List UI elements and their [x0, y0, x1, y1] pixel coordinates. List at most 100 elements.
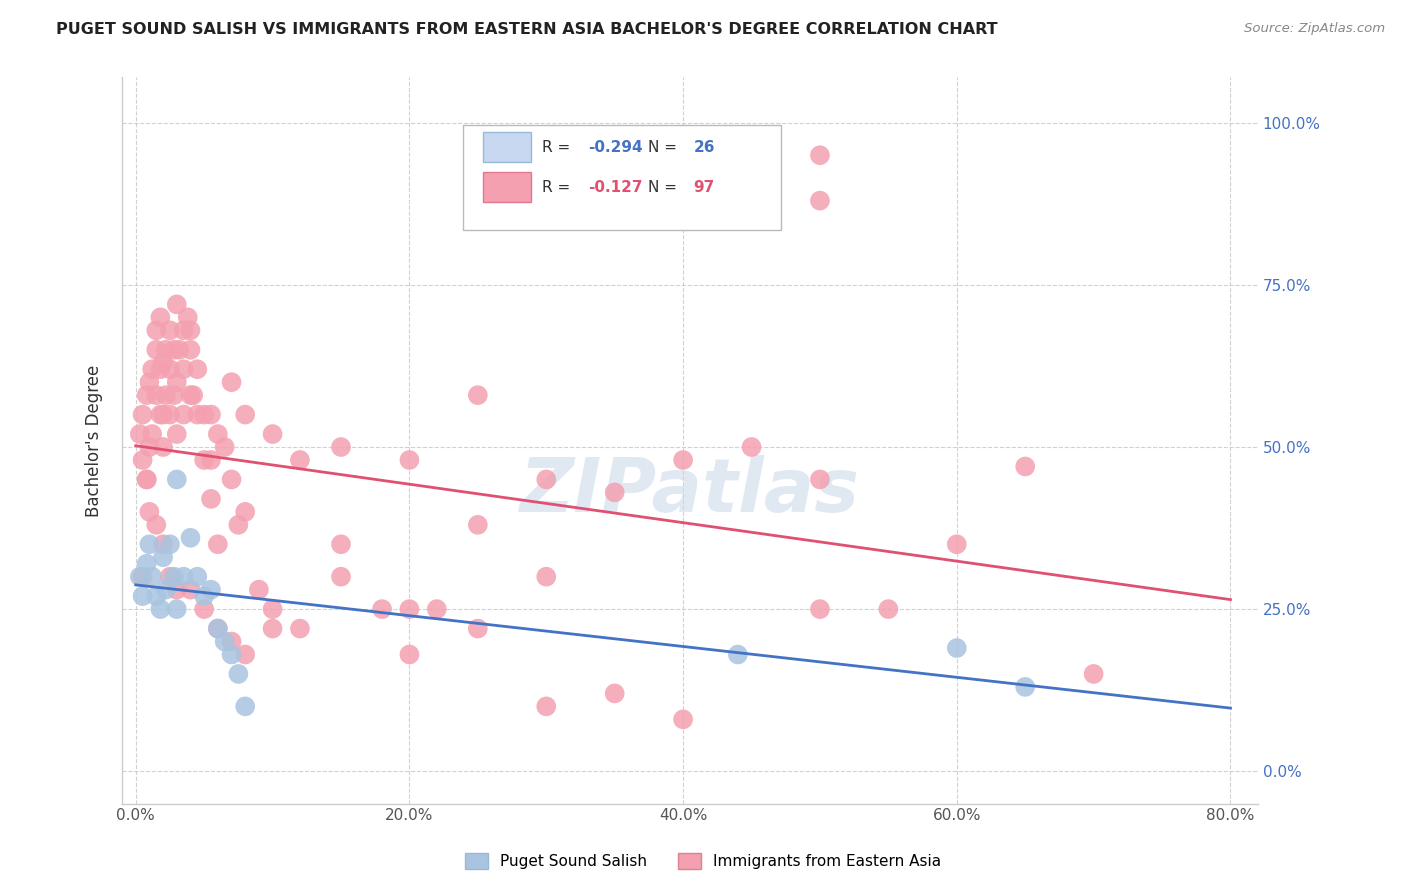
- Point: [138, 375, 160, 389]
- Point: [262, 622, 284, 636]
- Point: [163, 343, 186, 357]
- Text: -0.294: -0.294: [588, 140, 643, 154]
- Point: [159, 323, 181, 337]
- Text: -0.127: -0.127: [588, 179, 643, 194]
- Point: [155, 388, 177, 402]
- Point: [173, 323, 195, 337]
- Point: [179, 343, 201, 357]
- Point: [152, 550, 174, 565]
- Text: R =: R =: [543, 140, 575, 154]
- Point: [221, 648, 243, 662]
- Point: [138, 537, 160, 551]
- Point: [166, 427, 188, 442]
- Point: [169, 343, 191, 357]
- Point: [159, 408, 181, 422]
- Point: [262, 602, 284, 616]
- Point: [163, 388, 186, 402]
- Text: N =: N =: [648, 179, 682, 194]
- Point: [159, 362, 181, 376]
- Point: [128, 427, 150, 442]
- Point: [135, 472, 157, 486]
- Point: [186, 570, 208, 584]
- Point: [200, 408, 222, 422]
- Text: Source: ZipAtlas.com: Source: ZipAtlas.com: [1244, 22, 1385, 36]
- Point: [152, 440, 174, 454]
- Point: [946, 537, 969, 551]
- Point: [228, 517, 250, 532]
- Point: [1014, 680, 1036, 694]
- Point: [603, 686, 626, 700]
- Point: [808, 148, 831, 162]
- Point: [193, 589, 215, 603]
- Point: [145, 589, 167, 603]
- Point: [288, 622, 311, 636]
- Point: [467, 517, 489, 532]
- Point: [149, 310, 172, 325]
- Point: [233, 408, 256, 422]
- Point: [330, 440, 353, 454]
- Point: [128, 570, 150, 584]
- Point: [741, 440, 763, 454]
- Point: [727, 648, 749, 662]
- Point: [536, 472, 558, 486]
- Point: [371, 602, 394, 616]
- Point: [233, 505, 256, 519]
- Point: [159, 537, 181, 551]
- Point: [808, 602, 831, 616]
- Text: 97: 97: [693, 179, 714, 194]
- Text: N =: N =: [648, 140, 682, 154]
- Point: [135, 557, 157, 571]
- Point: [214, 634, 236, 648]
- Point: [330, 570, 353, 584]
- Point: [149, 362, 172, 376]
- Point: [166, 472, 188, 486]
- Point: [166, 297, 188, 311]
- Point: [145, 343, 167, 357]
- Point: [247, 582, 270, 597]
- Point: [288, 453, 311, 467]
- Point: [330, 537, 353, 551]
- Point: [145, 388, 167, 402]
- Point: [672, 712, 695, 726]
- Point: [467, 622, 489, 636]
- Point: [141, 570, 163, 584]
- Point: [1014, 459, 1036, 474]
- Point: [155, 582, 177, 597]
- Point: [138, 505, 160, 519]
- Point: [398, 453, 420, 467]
- FancyBboxPatch shape: [484, 172, 531, 202]
- Point: [131, 589, 153, 603]
- Point: [166, 375, 188, 389]
- Point: [672, 453, 695, 467]
- Point: [603, 485, 626, 500]
- Point: [152, 537, 174, 551]
- Point: [214, 440, 236, 454]
- Point: [149, 602, 172, 616]
- Point: [166, 582, 188, 597]
- Point: [173, 362, 195, 376]
- Legend: Puget Sound Salish, Immigrants from Eastern Asia: Puget Sound Salish, Immigrants from East…: [458, 847, 948, 875]
- Point: [135, 472, 157, 486]
- Point: [166, 602, 188, 616]
- Point: [946, 640, 969, 655]
- Text: 26: 26: [693, 140, 714, 154]
- Text: PUGET SOUND SALISH VS IMMIGRANTS FROM EASTERN ASIA BACHELOR'S DEGREE CORRELATION: PUGET SOUND SALISH VS IMMIGRANTS FROM EA…: [56, 22, 998, 37]
- Point: [426, 602, 449, 616]
- Point: [398, 602, 420, 616]
- Point: [173, 570, 195, 584]
- Point: [467, 388, 489, 402]
- Point: [145, 517, 167, 532]
- Point: [808, 194, 831, 208]
- Y-axis label: Bachelor's Degree: Bachelor's Degree: [86, 365, 103, 516]
- Point: [141, 362, 163, 376]
- FancyBboxPatch shape: [463, 125, 780, 230]
- Point: [233, 648, 256, 662]
- Point: [1083, 667, 1105, 681]
- Point: [221, 472, 243, 486]
- Point: [179, 531, 201, 545]
- Point: [149, 408, 172, 422]
- Text: ZIPatlas: ZIPatlas: [520, 455, 860, 528]
- Point: [177, 310, 200, 325]
- Point: [207, 622, 229, 636]
- Point: [536, 699, 558, 714]
